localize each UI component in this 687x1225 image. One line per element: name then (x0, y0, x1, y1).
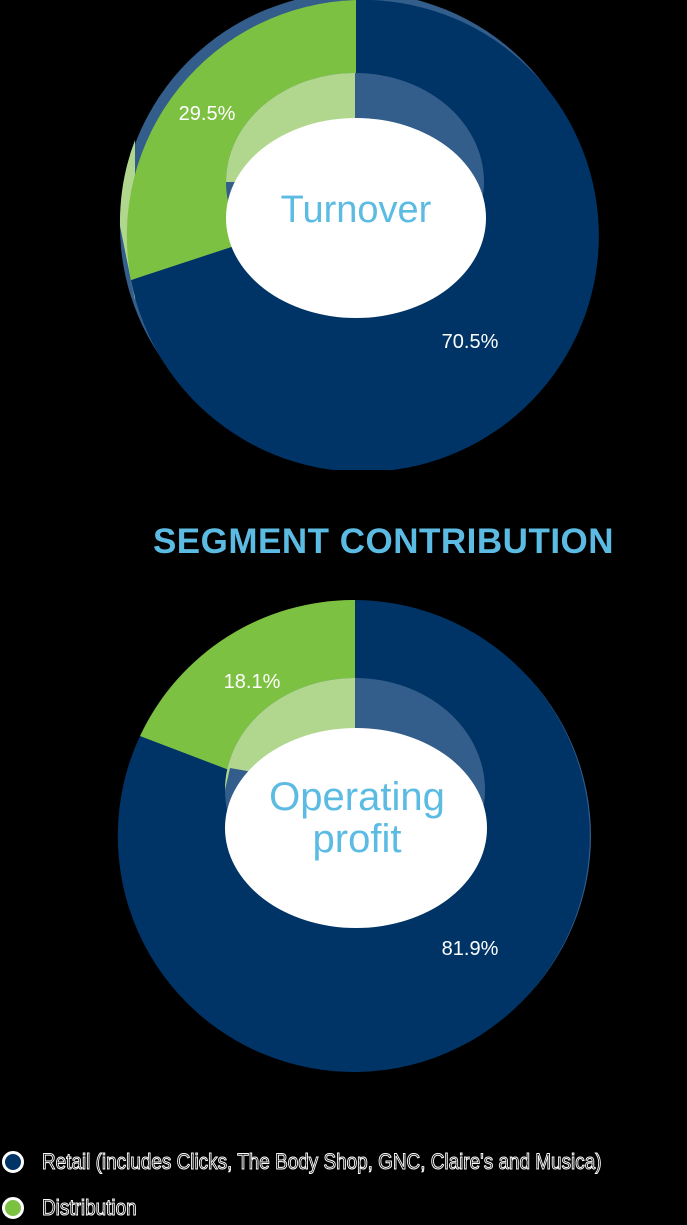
operating-profit-retail-value: 81.9% (442, 938, 499, 960)
operating-profit-hole (225, 728, 487, 928)
legend-item-retail: Retail (includes Clicks, The Body Shop, … (0, 1145, 687, 1179)
legend-label-distribution: Distribution (42, 1195, 138, 1221)
operating-profit-center-label-line2: profit (313, 817, 402, 861)
distribution-swatch-icon (2, 1197, 24, 1219)
legend-label-retail: Retail (includes Clicks, The Body Shop, … (42, 1149, 602, 1175)
turnover-hole (226, 118, 486, 318)
operating-profit-distribution-value: 18.1% (224, 671, 281, 693)
turnover-retail-value: 70.5% (442, 331, 499, 353)
retail-swatch-icon (2, 1151, 24, 1173)
legend-item-distribution: Distribution (0, 1191, 152, 1225)
turnover-center-label: Turnover (281, 189, 432, 231)
section-title: SEGMENT CONTRIBUTION (152, 522, 615, 561)
turnover-donut-chart: Turnover 29.5% 70.5% (0, 0, 687, 470)
operating-profit-center-label-line1: Operating (269, 775, 445, 819)
operating-profit-donut-chart: Operating profit 18.1% 81.9% (0, 600, 687, 1080)
turnover-distribution-value: 29.5% (179, 103, 236, 125)
